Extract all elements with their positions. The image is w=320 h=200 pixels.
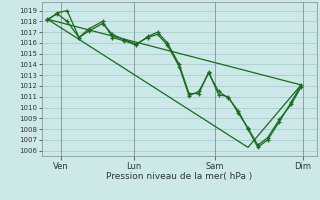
X-axis label: Pression niveau de la mer( hPa ): Pression niveau de la mer( hPa ) bbox=[106, 172, 252, 181]
